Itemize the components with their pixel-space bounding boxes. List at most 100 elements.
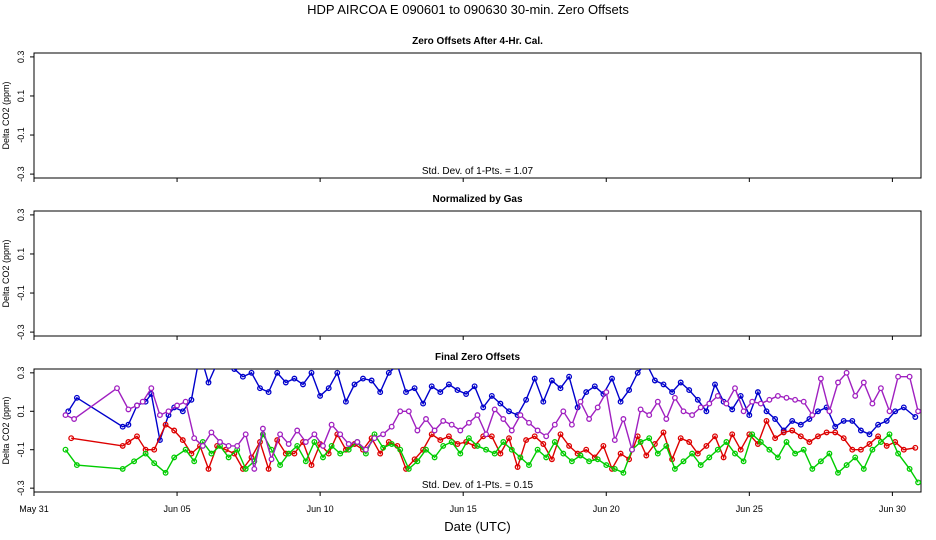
series-1-point (257, 385, 263, 392)
series-2-point (729, 431, 736, 438)
series-2-point (737, 446, 744, 453)
series-3-point (414, 458, 421, 465)
series-3-point (345, 446, 352, 453)
series-4-point (156, 412, 163, 419)
series-4-point (826, 408, 833, 415)
series-1-point (686, 387, 693, 394)
series-3-point (397, 446, 404, 453)
series-1-point (334, 369, 341, 376)
series-1-point (65, 408, 72, 415)
series-1-point (694, 396, 701, 403)
series-4-point (302, 439, 309, 445)
series-4-point (869, 400, 876, 407)
series-4-point (783, 394, 790, 401)
series-3-point (500, 439, 507, 445)
series-1-point (428, 383, 435, 390)
y-tick-label-3-3: 0.3 (16, 367, 26, 380)
series-3-point (302, 458, 309, 465)
series-1-point (403, 389, 409, 396)
series-4-point (835, 379, 841, 386)
series-4-point (877, 385, 884, 392)
series-2-point (912, 444, 919, 451)
series-1-point (215, 361, 220, 366)
series-3-point (294, 442, 301, 449)
series-2-point (119, 442, 126, 449)
series-3-point (62, 446, 69, 453)
series-2-point (677, 435, 684, 442)
series-2-point (125, 439, 132, 445)
series-3-point (191, 458, 198, 465)
series-3-point (388, 441, 395, 447)
series-4-point (732, 385, 738, 392)
series-3-point (852, 454, 859, 461)
series-1-point (644, 361, 649, 366)
y-axis-label-2: Delta CO2 (ppm) (1, 239, 11, 307)
series-1-point (411, 385, 418, 392)
series-4-point (234, 442, 241, 449)
series-3-point (508, 446, 515, 453)
series-4-point (134, 402, 140, 409)
x-tick-label-5: Jun 25 (736, 504, 763, 514)
x-tick-label-0: May 31 (19, 504, 49, 514)
series-4-point (191, 435, 198, 442)
y-tick-label-1-1: -0.1 (16, 127, 26, 143)
series-4-point (440, 417, 447, 424)
series-1-point (73, 394, 80, 401)
series-1-point (892, 408, 899, 415)
series-4-point (792, 396, 799, 403)
series-4-point (586, 416, 593, 422)
series-4-point (517, 412, 524, 419)
series-4-point (680, 408, 687, 415)
series-4-point (749, 398, 756, 405)
series-4-point (423, 416, 429, 422)
series-2-point (523, 437, 530, 444)
series-4-point (671, 394, 678, 401)
series-1-point (523, 396, 530, 403)
series-3-point (162, 469, 169, 476)
series-4-point (620, 416, 627, 422)
series-2-point (900, 446, 907, 453)
series-1-point (188, 396, 195, 403)
series-3-point (277, 462, 284, 469)
series-3-point (119, 465, 126, 472)
series-4-point (337, 431, 344, 438)
series-4-point (380, 431, 387, 438)
series-4-point (800, 398, 807, 405)
y-tick-label-3-2: 0.1 (16, 405, 26, 418)
y-tick-label-3-0: -0.3 (16, 480, 26, 496)
series-1-point (223, 355, 228, 360)
series-2-point (763, 417, 770, 424)
series-3-point (320, 454, 326, 461)
series-1-point (317, 392, 324, 399)
series-1-point (815, 408, 821, 415)
series-3-point (915, 479, 921, 486)
series-3-point (543, 454, 550, 461)
series-4-point (139, 398, 146, 405)
plot-frame-3 (33, 368, 922, 493)
y-tick-label-2-1: -0.1 (16, 285, 26, 301)
series-4-point (611, 437, 618, 444)
series-4-point (405, 408, 412, 415)
series-4-point (242, 431, 249, 438)
series-1-point (265, 389, 272, 396)
y-tick-label-2-2: 0.1 (16, 248, 26, 261)
series-3-point (491, 450, 498, 457)
x-axis-label: Date (UTC) (444, 519, 510, 534)
series-3-point (869, 446, 876, 453)
series-3-point (457, 450, 464, 457)
series-4-point (225, 442, 232, 449)
series-1-point (540, 398, 547, 405)
series-3-point (886, 431, 893, 438)
series-1-point (497, 400, 504, 407)
x-tick-label-4: Jun 20 (593, 504, 620, 514)
series-3-point (285, 450, 292, 457)
series-1-point (591, 383, 598, 390)
series-1-point (634, 369, 641, 376)
series-4-point (551, 421, 558, 428)
series-4-point (217, 439, 223, 445)
x-tick-label-3: Jun 15 (450, 504, 477, 514)
series-1-point (506, 408, 512, 415)
series-4-point (491, 406, 498, 413)
series-3-point (774, 454, 781, 461)
series-4-point (431, 427, 438, 434)
